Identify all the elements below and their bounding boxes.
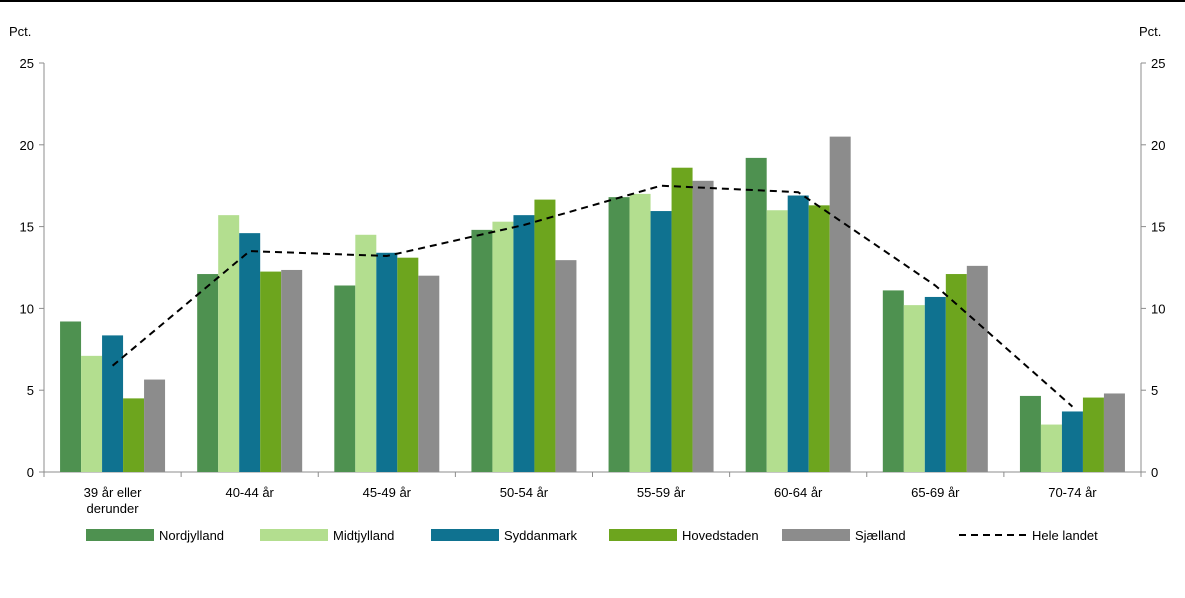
left-y-tick-label: 5 (27, 383, 34, 398)
left-y-tick-label: 10 (20, 301, 34, 316)
legend-label: Hovedstaden (682, 528, 759, 543)
bar-midtjylland (629, 193, 651, 472)
bar-nordjylland (1019, 395, 1041, 472)
bar-sjælland (692, 180, 714, 473)
bar-sjælland (281, 269, 303, 472)
legend-swatch-syddanmark (431, 529, 499, 541)
legend-label: Nordjylland (159, 528, 224, 543)
left-y-tick-label: 15 (20, 220, 34, 235)
bar-midtjylland (218, 215, 240, 472)
legend-swatch-sjælland (782, 529, 850, 541)
right-y-tick-label: 15 (1151, 220, 1165, 235)
right-y-tick-label: 10 (1151, 301, 1165, 316)
bar-nordjylland (197, 274, 219, 472)
bar-syddanmark (924, 296, 946, 472)
bar-hovedstaden (260, 271, 282, 472)
bar-nordjylland (745, 157, 767, 472)
x-tick-label: 60-64 år (774, 485, 823, 500)
bar-nordjylland (882, 290, 904, 472)
legend-swatch-hovedstaden (609, 529, 677, 541)
x-tick-label: 45-49 år (363, 485, 412, 500)
legend-label: Hele landet (1032, 528, 1098, 543)
right-y-tick-label: 20 (1151, 138, 1165, 153)
bar-hovedstaden (123, 398, 145, 472)
left-axis-unit-label: Pct. (9, 24, 31, 39)
bar-sjælland (418, 275, 440, 472)
bar-syddanmark (1061, 411, 1083, 472)
bar-sjælland (144, 379, 166, 472)
top-rule (0, 0, 1185, 2)
bar-hovedstaden (671, 167, 693, 473)
bar-midtjylland (81, 355, 103, 472)
legend-label: Syddanmark (504, 528, 577, 543)
right-axis-unit-label: Pct. (1139, 24, 1161, 39)
bar-sjælland (966, 265, 988, 472)
bar-hovedstaden (397, 257, 419, 472)
bar-syddanmark (239, 233, 261, 472)
left-y-tick-label: 20 (20, 138, 34, 153)
bar-hovedstaden (1082, 397, 1104, 472)
legend-swatch-midtjylland (260, 529, 328, 541)
bar-sjælland (1103, 393, 1125, 472)
bar-midtjylland (766, 210, 788, 473)
x-tick-label: derunder (87, 501, 140, 516)
bar-hovedstaden (945, 274, 967, 472)
bar-nordjylland (60, 321, 82, 472)
bar-hovedstaden (534, 199, 556, 472)
legend-label: Sjælland (855, 528, 906, 543)
legend-label: Midtjylland (333, 528, 394, 543)
right-y-tick-label: 25 (1151, 56, 1165, 71)
bar-nordjylland (334, 285, 356, 472)
bar-syddanmark (513, 215, 535, 472)
x-tick-label: 39 år eller (84, 485, 142, 500)
bar-syddanmark (102, 335, 124, 472)
x-tick-label: 65-69 år (911, 485, 960, 500)
bar-midtjylland (903, 305, 925, 472)
left-y-tick-label: 25 (20, 56, 34, 71)
bar-hovedstaden (808, 205, 830, 472)
bar-nordjylland (471, 229, 493, 472)
legend-swatch-nordjylland (86, 529, 154, 541)
bar-nordjylland (608, 197, 630, 473)
bar-sjælland (555, 260, 577, 472)
bar-midtjylland (492, 221, 514, 472)
x-tick-label: 40-44 år (225, 485, 274, 500)
right-y-tick-label: 0 (1151, 465, 1158, 480)
bar-syddanmark (376, 252, 398, 472)
bar-syddanmark (650, 211, 672, 473)
bar-midtjylland (355, 234, 377, 472)
bar-sjælland (829, 136, 851, 472)
bar-syddanmark (787, 195, 809, 473)
right-y-tick-label: 5 (1151, 383, 1158, 398)
left-y-tick-label: 0 (27, 465, 34, 480)
x-tick-label: 55-59 år (637, 485, 686, 500)
bar-midtjylland (1040, 424, 1062, 472)
x-tick-label: 70-74 år (1048, 485, 1097, 500)
x-tick-label: 50-54 år (500, 485, 549, 500)
